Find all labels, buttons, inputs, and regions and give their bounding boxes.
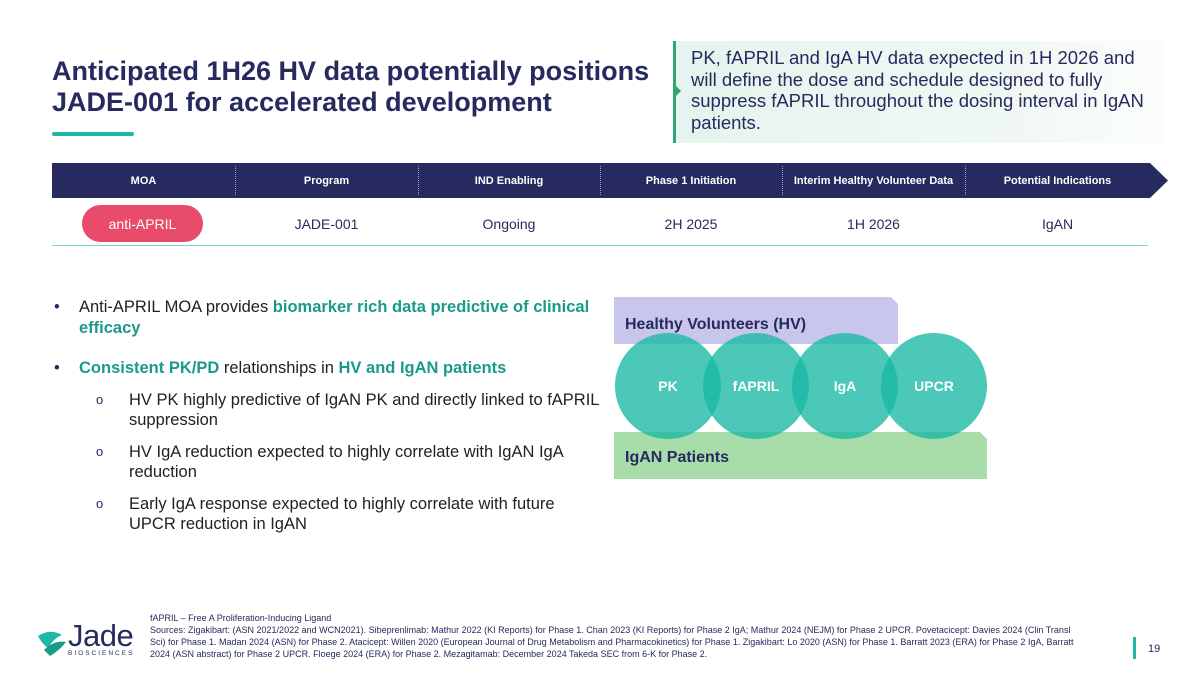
- igan-patients-label: IgAN Patients: [625, 449, 730, 466]
- timeline-header-interim-hv: Interim Healthy Volunteer Data: [793, 174, 954, 187]
- sub-bullet-marker: o: [96, 496, 104, 511]
- bullet-moa-highlight: biomarker rich data predictive of clinic…: [79, 298, 590, 337]
- logo-wordmark: Jade: [68, 618, 134, 653]
- timeline-row-divider: [52, 245, 1148, 246]
- bullet-pkpd-text: relationships in: [219, 359, 339, 377]
- sub-bullet-marker: o: [96, 392, 104, 407]
- bullet-moa-text: Anti-APRIL MOA provides: [79, 298, 273, 316]
- footnote-definition: fAPRIL – Free A Proliferation-Inducing L…: [150, 613, 332, 623]
- timeline-header-ind-enabling: IND Enabling: [474, 174, 544, 187]
- page-title: Anticipated 1H26 HV data potentially pos…: [52, 56, 672, 118]
- biomarker-circle-fapril: fAPRIL: [703, 333, 809, 439]
- timeline-header-indications: Potential Indications: [1003, 174, 1112, 187]
- page-title-line-1: Anticipated 1H26 HV data potentially pos…: [52, 56, 650, 86]
- program-cell: JADE-001: [294, 216, 359, 232]
- indications-cell: IgAN: [1041, 216, 1074, 232]
- footnote: fAPRIL – Free A Proliferation-Inducing L…: [150, 612, 1080, 660]
- biomarker-circle-upcr: UPCR: [881, 333, 987, 439]
- sub-bullet-text: HV PK highly predictive of IgAN PK and d…: [129, 391, 599, 429]
- footnote-sources: Sources: Zigakibart: (ASN 2021/2022 and …: [150, 625, 1074, 659]
- sub-bullet: o HV PK highly predictive of IgAN PK and…: [52, 390, 600, 430]
- sub-bullet-marker: o: [96, 444, 104, 459]
- ind-enabling-cell: Ongoing: [482, 216, 536, 232]
- healthy-volunteers-label: Healthy Volunteers (HV): [625, 316, 807, 333]
- page-number: 19: [1148, 643, 1161, 655]
- timeline-header-bar: MOA Program IND Enabling Phase 1 Initiat…: [52, 163, 1168, 198]
- sub-bullet-text: Early IgA response expected to highly co…: [129, 495, 555, 533]
- igan-patients-band: [614, 432, 987, 479]
- callout-text: PK, fAPRIL and IgA HV data expected in 1…: [691, 47, 1144, 133]
- moa-pill: anti-APRIL: [82, 205, 203, 242]
- phase1-cell: 2H 2025: [664, 216, 718, 232]
- timeline-header-divider: [965, 166, 966, 195]
- bullet-pkpd: Consistent PK/PD relationships in HV and…: [52, 358, 592, 379]
- sub-bullet-text: HV IgA reduction expected to highly corr…: [129, 443, 563, 481]
- interim-hv-cell: 1H 2026: [847, 216, 900, 232]
- timeline-header-moa: MOA: [130, 174, 157, 187]
- bullet-list: Anti-APRIL MOA provides biomarker rich d…: [52, 297, 599, 534]
- timeline-header-program: Program: [303, 174, 350, 187]
- logo-subtitle: BIOSCIENCES: [68, 650, 135, 657]
- bullet-moa: Anti-APRIL MOA provides biomarker rich d…: [52, 297, 592, 339]
- timeline-header-divider: [235, 166, 236, 195]
- biomarker-circle-iga: IgA: [792, 333, 898, 439]
- callout-arrow-icon: [674, 84, 681, 98]
- bullet-pkpd-highlight-2: HV and IgAN patients: [338, 359, 507, 377]
- bullet-pkpd-highlight-1: Consistent PK/PD: [79, 359, 220, 377]
- sub-bullet: o HV IgA reduction expected to highly co…: [52, 442, 600, 482]
- title-underline: [52, 132, 134, 136]
- timeline-header-divider: [782, 166, 783, 195]
- sub-bullet: o Early IgA response expected to highly …: [52, 494, 600, 534]
- timeline-header-phase1: Phase 1 Initiation: [645, 174, 737, 187]
- page-title-line-2: JADE-001 for accelerated development: [52, 87, 552, 117]
- jade-logo-icon: [38, 631, 66, 656]
- timeline-header-divider: [418, 166, 419, 195]
- timeline-header-divider: [600, 166, 601, 195]
- timeline-header-arrow-shape: [52, 163, 1168, 198]
- page-number-accent: [1133, 637, 1136, 659]
- callout-box: [673, 41, 1163, 143]
